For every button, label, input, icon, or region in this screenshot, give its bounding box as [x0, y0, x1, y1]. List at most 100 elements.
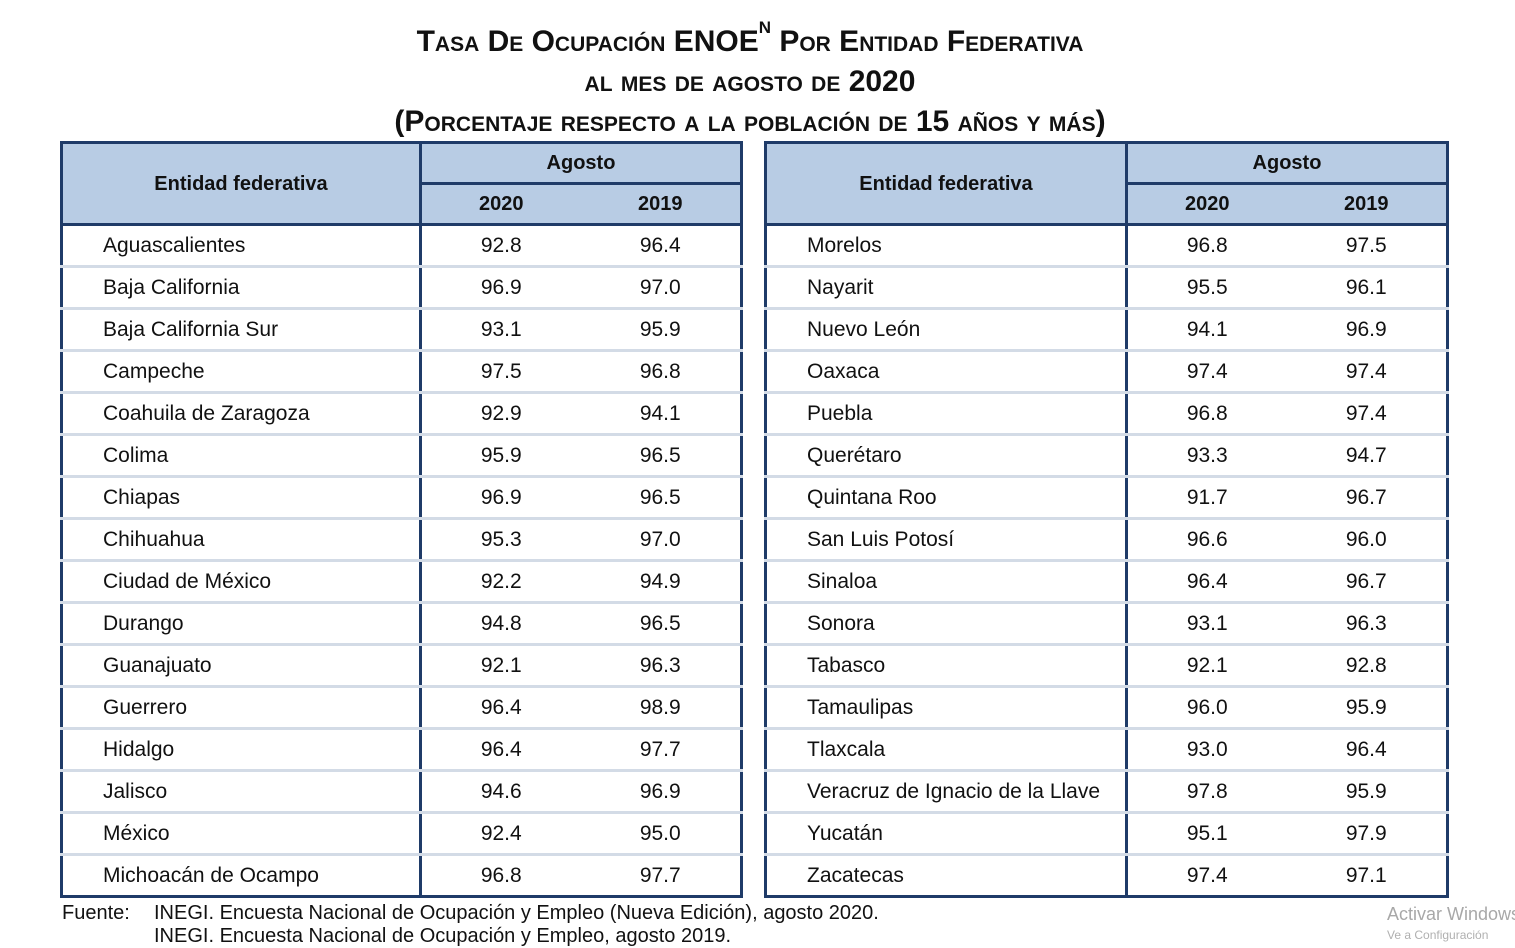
windows-activation-watermark: Activar Windows: [1387, 904, 1515, 924]
windows-activation-subtext: Ve a Configuración: [1387, 928, 1489, 942]
value-2019: 97.5: [1286, 224, 1448, 268]
table-row: Aguascalientes 92.8 96.4: [61, 224, 742, 268]
value-2020: 95.9: [420, 434, 581, 478]
value-2019: 96.3: [580, 644, 742, 688]
table-row: Morelos 96.8 97.5: [765, 224, 1448, 268]
header-2020: 2020: [420, 183, 581, 226]
value-2019: 97.7: [580, 728, 742, 772]
table-right: Entidad federativa Agosto 2020 2019 More…: [764, 141, 1449, 898]
value-2019: 97.1: [1345, 863, 1387, 887]
value-2020: 92.2: [420, 560, 581, 604]
entity-name: Tlaxcala: [765, 728, 1128, 772]
entity-name: Jalisco: [61, 770, 422, 814]
entity-name: Nayarit: [765, 266, 1128, 310]
entity-name: Aguascalientes: [61, 224, 422, 268]
value-2020: 97.4: [1186, 863, 1228, 887]
value-2019: 96.7: [1286, 476, 1448, 520]
entity-name: Quintana Roo: [765, 476, 1128, 520]
table-row: Oaxaca 97.4 97.4: [765, 350, 1448, 394]
entity-name: Nuevo León: [765, 308, 1128, 352]
source-line-2: INEGI. Encuesta Nacional de Ocupación y …: [60, 925, 1460, 948]
entity-name: Michoacán de Ocampo: [61, 854, 422, 897]
value-2019: 97.4: [1286, 392, 1448, 436]
value-2019: 96.3: [1286, 602, 1448, 646]
value-2019: 96.4: [1286, 728, 1448, 772]
table-row: Sonora 93.1 96.3: [765, 602, 1448, 646]
title-superscript: N: [758, 18, 771, 37]
source-block: Fuente: INEGI. Encuesta Nacional de Ocupa…: [60, 902, 1515, 948]
title-text: Por Entidad Federativa: [771, 25, 1084, 58]
value-2019: 97.0: [580, 266, 742, 310]
value-2020: 92.1: [420, 644, 581, 688]
table-row: Veracruz de Ignacio de la Llave 97.8 95.9: [765, 770, 1448, 814]
content: Entidad federativa Agosto 2020 2019 Agua…: [60, 141, 1515, 948]
entity-name: Tamaulipas: [765, 686, 1128, 730]
table-row: Baja California 96.9 97.0: [61, 266, 742, 310]
entity-name: México: [61, 812, 422, 856]
table-row: Jalisco 94.6 96.9: [61, 770, 742, 814]
table-row: Tamaulipas 96.0 95.9: [765, 686, 1448, 730]
value-2020: 93.1: [420, 308, 581, 352]
value-2020: 94.1: [1126, 308, 1287, 352]
value-2020: 96.9: [420, 266, 581, 310]
value-2019: 96.5: [580, 476, 742, 520]
entity-name: Hidalgo: [61, 728, 422, 772]
value-2020: 94.6: [420, 770, 581, 814]
header-agosto: Agosto: [420, 142, 742, 185]
title-line-3: (Porcentaje respecto a la población de 1…: [394, 105, 1106, 138]
table-row: Coahuila de Zaragoza 92.9 94.1: [61, 392, 742, 436]
header-2019: 2019: [1286, 183, 1448, 226]
value-2019: 95.0: [580, 812, 742, 856]
table-row: Ciudad de México 92.2 94.9: [61, 560, 742, 604]
header-entity: Entidad federativa: [765, 142, 1128, 226]
source-text: INEGI. Encuesta Nacional de Ocupación y …: [154, 925, 732, 947]
value-2020: 96.9: [420, 476, 581, 520]
entity-name: Oaxaca: [765, 350, 1128, 394]
value-2019: 98.9: [580, 686, 742, 730]
table-row: Tabasco 92.1 92.8: [765, 644, 1448, 688]
entity-name: Baja California: [61, 266, 422, 310]
value-2020: 96.4: [420, 728, 581, 772]
header-2019: 2019: [580, 183, 742, 226]
value-2020: 96.0: [1126, 686, 1287, 730]
entity-name: Puebla: [765, 392, 1128, 436]
table-row: Chiapas 96.9 96.5: [61, 476, 742, 520]
title-text: Tasa De Ocupación ENOE: [416, 25, 759, 58]
entity-name: Tabasco: [765, 644, 1128, 688]
value-2020: 96.8: [1126, 224, 1287, 268]
entity-name: Sonora: [765, 602, 1128, 646]
entity-name: San Luis Potosí: [765, 518, 1128, 562]
header-entity: Entidad federativa: [61, 142, 422, 226]
value-2020: 96.4: [1126, 560, 1287, 604]
table-row: Tlaxcala 93.0 96.4: [765, 728, 1448, 772]
value-2020: 91.7: [1126, 476, 1287, 520]
entity-name: Chiapas: [61, 476, 422, 520]
value-2019: 96.7: [1286, 560, 1448, 604]
value-2019: 94.7: [1286, 434, 1448, 478]
table-row: Nuevo León 94.1 96.9: [765, 308, 1448, 352]
value-2019: 97.4: [1286, 350, 1448, 394]
entity-name: Morelos: [765, 224, 1128, 268]
entity-name: Zacatecas: [765, 854, 1128, 897]
table-row: Yucatán 95.1 97.9: [765, 812, 1448, 856]
value-2020: 95.5: [1126, 266, 1287, 310]
entity-name: Baja California Sur: [61, 308, 422, 352]
table-row: Guanajuato 92.1 96.3: [61, 644, 742, 688]
entity-name: Veracruz de Ignacio de la Llave: [765, 770, 1128, 814]
table-row: Guerrero 96.4 98.9: [61, 686, 742, 730]
value-2020: 92.8: [420, 224, 581, 268]
value-2020: 93.3: [1126, 434, 1287, 478]
source-text: INEGI. Encuesta Nacional de Ocupación y …: [154, 902, 879, 924]
value-2019: 97.7: [639, 863, 681, 887]
table-row: Campeche 97.5 96.8: [61, 350, 742, 394]
table-row: Quintana Roo 91.7 96.7: [765, 476, 1448, 520]
entity-name: Coahuila de Zaragoza: [61, 392, 422, 436]
table-row: Michoacán de Ocampo 96.8 97.7: [61, 854, 742, 897]
table-row: Chihuahua 95.3 97.0: [61, 518, 742, 562]
table-row: Puebla 96.8 97.4: [765, 392, 1448, 436]
value-2019: 94.1: [580, 392, 742, 436]
value-2020: 94.8: [420, 602, 581, 646]
entity-name: Ciudad de México: [61, 560, 422, 604]
table-row: Querétaro 93.3 94.7: [765, 434, 1448, 478]
entity-name: Sinaloa: [765, 560, 1128, 604]
